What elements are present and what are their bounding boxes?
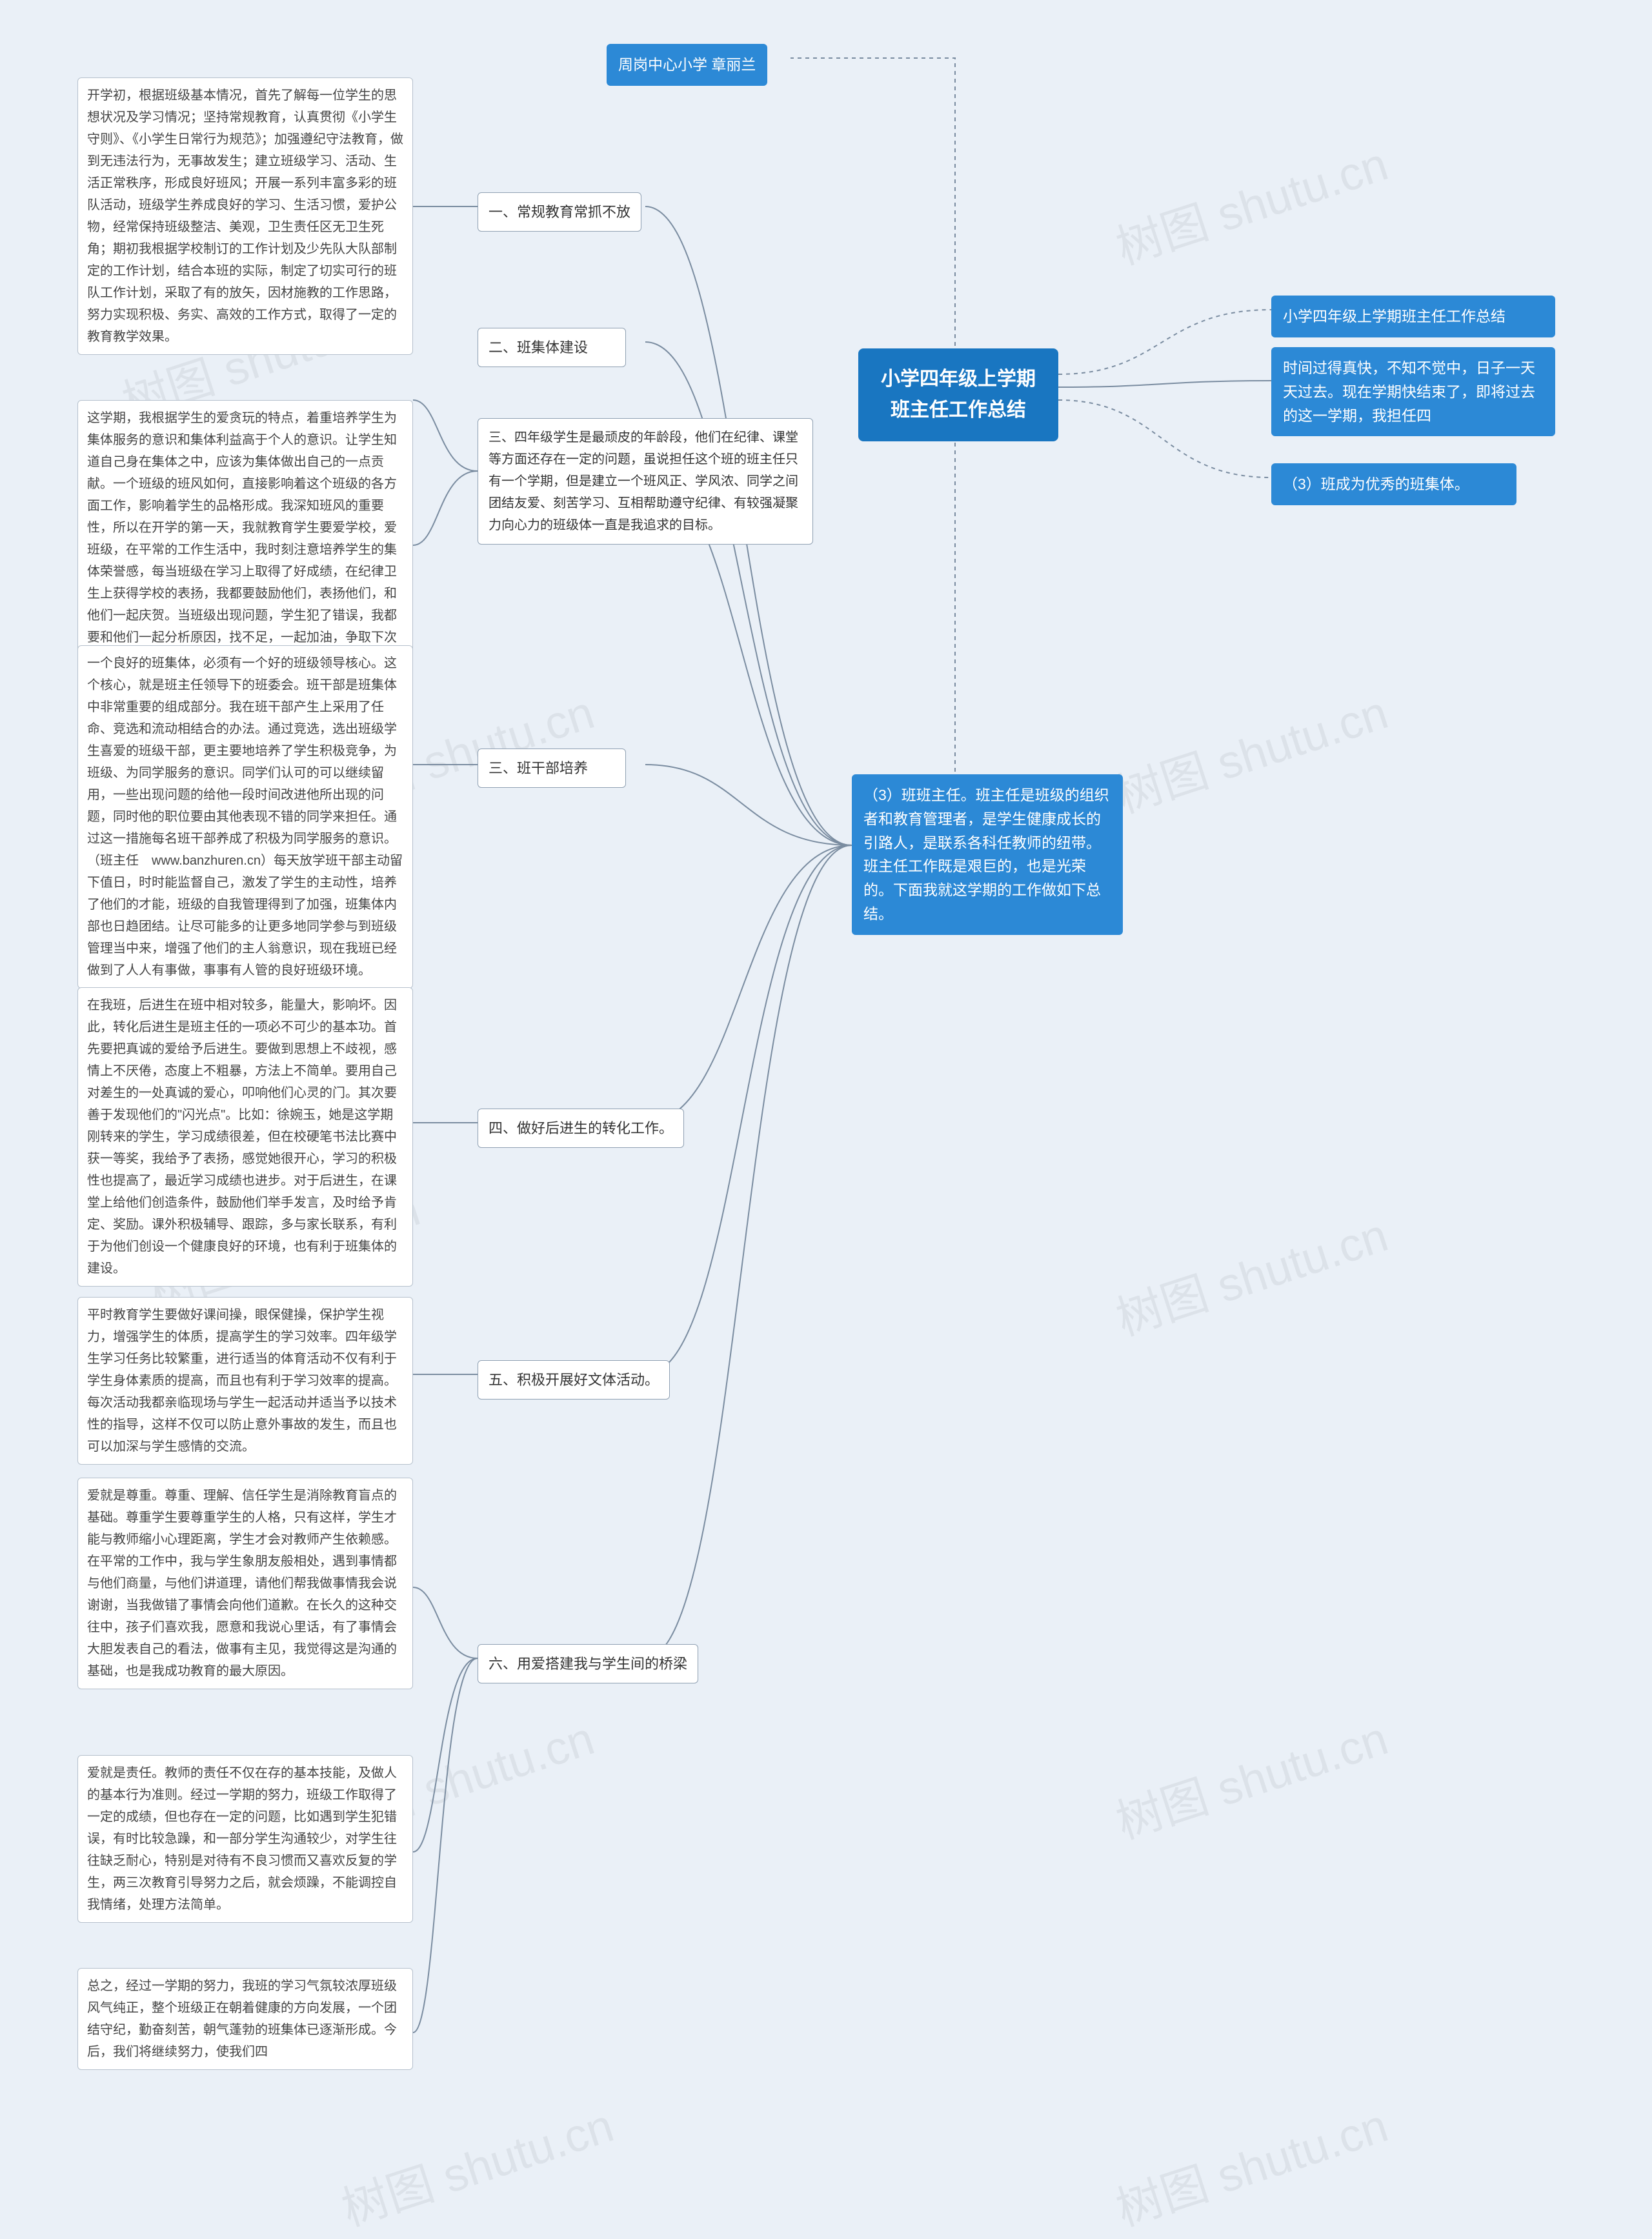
- watermark: 树图 shutu.cn: [332, 2087, 620, 2239]
- leaf-3[interactable]: 一个良好的班集体，必须有一个好的班级领导核心。这个核心，就是班主任领导下的班委会…: [77, 645, 413, 989]
- leaf-6c[interactable]: 总之，经过一学期的努力，我班的学习气氛较浓厚班级风气纯正，整个班级正在朝着健康的…: [77, 1968, 413, 2070]
- cat-5[interactable]: 五、积极开展好文体活动。: [478, 1360, 670, 1400]
- author-node[interactable]: 周岗中心小学 章丽兰: [607, 44, 767, 86]
- leaf-5[interactable]: 平时教育学生要做好课间操，眼保健操，保护学生视力，增强学生的体质，提高学生的学习…: [77, 1297, 413, 1465]
- watermark: 树图 shutu.cn: [1106, 2087, 1395, 2239]
- leaf-c2-side[interactable]: 三、四年级学生是最顽皮的年龄段，他们在纪律、课堂等方面还存在一定的问题，虽说担任…: [478, 418, 813, 545]
- mid-blue-node[interactable]: （3）班班主任。班主任是班级的组织者和教育管理者，是学生健康成长的引路人，是联系…: [852, 774, 1123, 935]
- watermark: 树图 shutu.cn: [1106, 1197, 1395, 1349]
- leaf-1[interactable]: 开学初，根据班级基本情况，首先了解每一位学生的思想状况及学习情况；坚持常规教育，…: [77, 77, 413, 355]
- right-node-2[interactable]: 时间过得真快，不知不觉中，日子一天天过去。现在学期快结束了，即将过去的这一学期，…: [1271, 347, 1555, 436]
- cat-6[interactable]: 六、用爱搭建我与学生间的桥梁: [478, 1644, 698, 1683]
- leaf-4[interactable]: 在我班，后进生在班中相对较多，能量大，影响坏。因此，转化后进生是班主任的一项必不…: [77, 987, 413, 1287]
- leaf-6a[interactable]: 爱就是尊重。尊重、理解、信任学生是消除教育盲点的基础。尊重学生要尊重学生的人格，…: [77, 1478, 413, 1689]
- leaf-6b[interactable]: 爱就是责任。教师的责任不仅在存的基本技能，及做人的基本行为准则。经过一学期的努力…: [77, 1755, 413, 1923]
- cat-4[interactable]: 四、做好后进生的转化工作。: [478, 1109, 684, 1148]
- cat-2[interactable]: 二、班集体建设: [478, 328, 626, 367]
- watermark: 树图 shutu.cn: [1106, 1700, 1395, 1852]
- root-node[interactable]: 小学四年级上学期班主任工作总结: [858, 348, 1058, 441]
- right-node-3[interactable]: （3）班成为优秀的班集体。: [1271, 463, 1516, 505]
- watermark: 树图 shutu.cn: [1106, 674, 1395, 826]
- watermark: 树图 shutu.cn: [1106, 126, 1395, 277]
- cat-3[interactable]: 三、班干部培养: [478, 748, 626, 788]
- right-node-1[interactable]: 小学四年级上学期班主任工作总结: [1271, 296, 1555, 337]
- cat-1[interactable]: 一、常规教育常抓不放: [478, 192, 641, 232]
